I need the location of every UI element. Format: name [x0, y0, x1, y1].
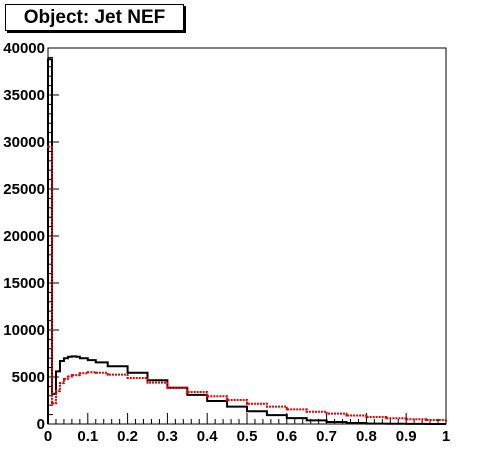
x-tick-label: 0.4: [197, 428, 219, 445]
series-1-point: [62, 377, 65, 380]
x-tick-label: 0.1: [77, 428, 98, 445]
y-tick-label: 10000: [3, 322, 45, 339]
x-tick-label: 0.3: [157, 428, 178, 445]
x-axis: 0 0.1 0.2 0.3 0.4 0.5 0.6 0.7 0.8 0.9 1: [44, 413, 450, 445]
y-tick-label: 35000: [3, 87, 45, 104]
series-1-point: [325, 412, 328, 415]
chart-title-box: Object: Jet NEF: [5, 4, 184, 31]
series-1-point: [94, 371, 97, 374]
y-tick-label: 15000: [3, 275, 45, 292]
series-1-point: [405, 418, 408, 421]
x-tick-label: 0.6: [276, 428, 297, 445]
y-tick-label: 20000: [3, 228, 45, 245]
y-tick-label: 40000: [3, 40, 45, 57]
y-tick-label: 0: [37, 416, 45, 433]
series-1-point: [166, 386, 169, 389]
series-1-point: [365, 416, 368, 419]
series-1-point: [86, 371, 89, 374]
series-1-point: [47, 145, 49, 148]
series-1-point: [285, 408, 288, 411]
x-tick-label: 0.5: [237, 428, 258, 445]
x-tick-label: 0.9: [396, 428, 417, 445]
series-1-point: [206, 395, 209, 398]
series-layer: [47, 58, 447, 425]
plot-frame: [47, 47, 447, 425]
series-1-point: [58, 382, 61, 385]
series-1-point: [246, 402, 248, 405]
series-1-point: [425, 418, 428, 421]
series-0-line: [47, 58, 446, 425]
x-tick-label: 0.7: [316, 428, 337, 445]
x-tick-label: 1: [442, 428, 450, 445]
series-1-point: [265, 405, 268, 408]
series-1-point: [345, 414, 348, 417]
chart-title: Object: Jet NEF: [23, 6, 166, 28]
series-1-point: [126, 376, 129, 379]
series-1-point: [50, 402, 53, 405]
series-1-point: [305, 410, 308, 413]
y-tick-label: 30000: [3, 134, 45, 151]
series-1-point: [385, 417, 388, 420]
y-tick-label: 5000: [12, 369, 45, 386]
series-1-point: [66, 375, 69, 378]
series-1-point: [445, 419, 447, 422]
series-1-point: [226, 399, 229, 402]
series-1-point: [54, 390, 57, 393]
series-1-point: [70, 374, 73, 377]
series-1-line: [48, 145, 446, 421]
x-tick-label: 0.8: [356, 428, 377, 445]
y-axis: 0 5000 10000 15000 20000 25000 30000 35000 40000: [3, 40, 59, 433]
series-1-point: [78, 372, 81, 375]
y-tick-label: 25000: [3, 181, 45, 198]
series-1-point: [186, 391, 189, 394]
series-1-point: [106, 373, 109, 376]
x-tick-label: 0: [44, 428, 52, 445]
series-1-point: [146, 381, 149, 384]
x-tick-label: 0.2: [117, 428, 138, 445]
